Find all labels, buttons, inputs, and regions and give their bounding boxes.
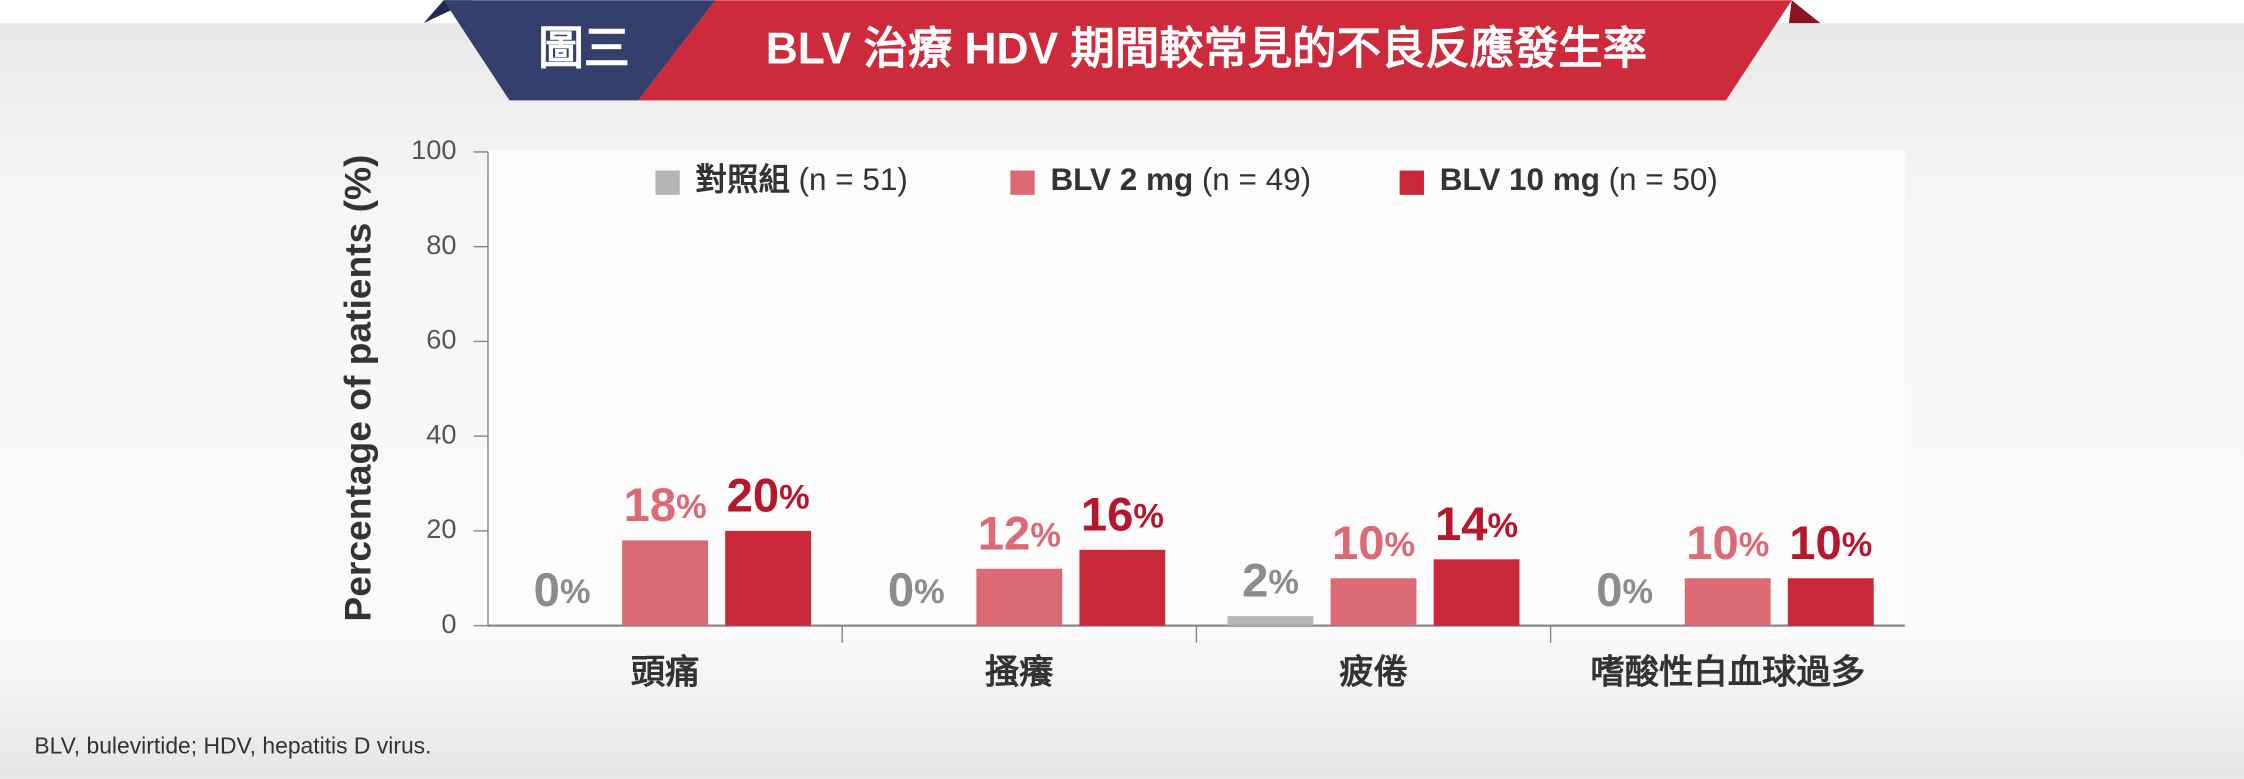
x-tick-label: 頭痛 (631, 653, 700, 691)
value-label: 10% (1789, 517, 1872, 570)
value-label: 10% (1332, 517, 1415, 570)
bar (1433, 559, 1520, 626)
x-tick-label: 嗜酸性白血球過多 (1590, 653, 1865, 691)
banner-title (638, 0, 1792, 101)
footnote: BLV, bulevirtide; HDV, hepatitis D virus… (34, 732, 431, 758)
y-axis-title: Percentage of patients (%) (336, 155, 378, 622)
legend-swatch (1399, 170, 1424, 195)
legend-label: 對照組 (n = 51) (696, 162, 908, 197)
bar (1787, 578, 1874, 626)
legend-swatch (655, 170, 680, 195)
legend-name: 對照組 (696, 162, 790, 197)
y-tick-label: 100 (411, 134, 456, 165)
value-label: 18% (624, 479, 707, 532)
bar (622, 540, 709, 626)
y-tick-label: 20 (426, 513, 456, 544)
legend-name: BLV 2 mg (1050, 162, 1193, 197)
bar (1684, 578, 1771, 626)
y-tick-label: 80 (426, 229, 456, 260)
legend-note: (n = 49) (1202, 162, 1311, 197)
value-label: 10% (1686, 517, 1769, 570)
legend-label: BLV 2 mg (n = 49) (1050, 162, 1311, 197)
value-label: 2% (1242, 555, 1299, 608)
badge-text: 圖三 (538, 23, 630, 74)
value-label: 0% (1596, 565, 1653, 618)
banner-fold (1788, 0, 1821, 24)
bar (1330, 578, 1417, 626)
bar (725, 530, 812, 626)
legend-swatch (1010, 170, 1035, 195)
y-tick-label: 0 (441, 608, 456, 639)
y-tick-label: 40 (426, 418, 456, 449)
legend-label: BLV 10 mg (n = 50) (1440, 162, 1718, 197)
bar (1227, 616, 1314, 626)
value-label: 12% (978, 508, 1061, 561)
x-tick-label: 疲倦 (1339, 653, 1408, 691)
value-label: 20% (727, 470, 810, 523)
value-label: 0% (888, 565, 945, 618)
legend-note: (n = 51) (799, 162, 908, 197)
bar (976, 568, 1063, 626)
value-label: 0% (534, 565, 591, 618)
value-label: 16% (1081, 489, 1164, 542)
legend-name: BLV 10 mg (1440, 162, 1600, 197)
title: BLV 治療 HDV 期間較常見的不良反應發生率 (766, 23, 1647, 73)
value-label: 14% (1435, 498, 1518, 551)
banner-badge (443, 0, 716, 101)
bar (1079, 549, 1166, 626)
plot-area (488, 149, 1905, 628)
legend-note: (n = 50) (1609, 162, 1718, 197)
y-tick-label: 60 (426, 324, 456, 355)
x-tick-label: 搔癢 (985, 653, 1054, 691)
